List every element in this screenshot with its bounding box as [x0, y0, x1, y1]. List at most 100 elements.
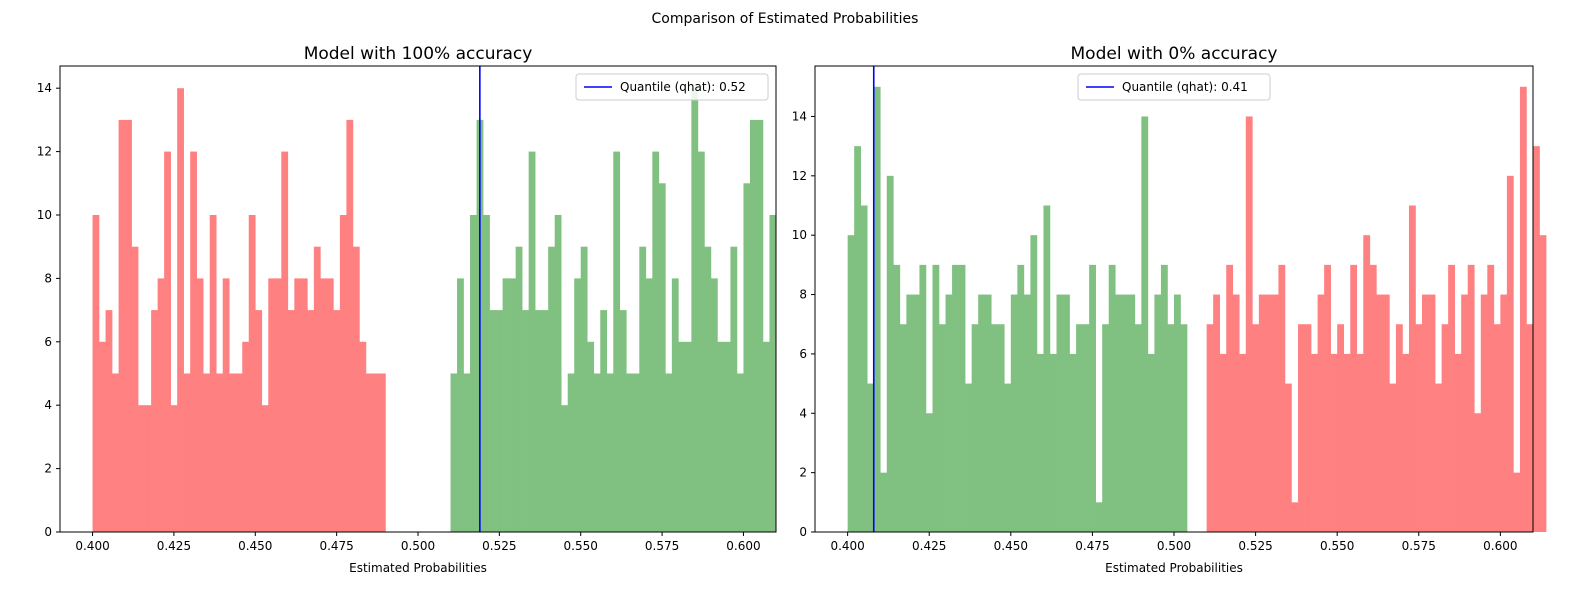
- histogram-bar: [463, 373, 471, 532]
- histogram-bar: [1376, 294, 1384, 532]
- histogram-bar: [893, 264, 901, 532]
- histogram-bar: [1408, 205, 1416, 532]
- histogram-bar: [274, 278, 282, 532]
- histogram-bar: [144, 405, 152, 532]
- histogram-bar: [1147, 353, 1155, 532]
- legend-box: [575, 73, 769, 101]
- x-tick-label: 0.450: [994, 539, 1028, 553]
- histogram-bar: [1043, 205, 1051, 532]
- histogram-bar: [1239, 353, 1247, 532]
- y-tick-label: 8: [799, 288, 807, 302]
- histogram-bar: [1030, 235, 1038, 532]
- histogram-bar: [365, 373, 373, 532]
- histogram-bar: [991, 324, 999, 532]
- histogram-bar: [684, 341, 692, 532]
- histogram-bar: [1519, 86, 1527, 532]
- x-tick-label: 0.450: [238, 539, 272, 553]
- histogram-bar: [1134, 324, 1142, 532]
- histogram-bar: [984, 294, 992, 532]
- histogram-bar: [1095, 502, 1103, 532]
- histogram-bar: [880, 472, 888, 532]
- histogram-bar: [105, 310, 113, 532]
- histogram-bar: [209, 214, 217, 533]
- histogram-bar: [294, 278, 302, 532]
- histogram-bar: [1278, 264, 1286, 532]
- histogram-bar: [229, 373, 237, 532]
- histogram-bar: [932, 264, 940, 532]
- histogram-bar: [1115, 294, 1123, 532]
- x-axis-label: Estimated Probabilities: [1105, 561, 1243, 575]
- histogram-bar: [691, 88, 699, 532]
- histogram-bar: [300, 278, 308, 532]
- histogram-bar: [1448, 264, 1455, 532]
- histogram-bar: [1128, 294, 1136, 532]
- x-tick-label: 0.525: [1238, 539, 1272, 553]
- histogram-bar: [952, 264, 959, 532]
- histogram-bar: [1069, 353, 1077, 532]
- histogram-bar: [333, 310, 341, 532]
- histogram-bar: [912, 294, 920, 532]
- histogram-bar: [1174, 294, 1181, 532]
- histogram-bar: [196, 278, 204, 532]
- histogram-bar: [1506, 175, 1514, 532]
- histogram-bar: [587, 341, 595, 532]
- histogram-bar: [164, 151, 171, 532]
- histogram-bar: [1004, 383, 1012, 532]
- histogram-bar: [1330, 353, 1338, 532]
- histogram-bar: [1395, 324, 1403, 532]
- histogram-bar: [170, 405, 178, 532]
- histogram-bar: [665, 373, 673, 532]
- histogram-bar: [1304, 324, 1312, 532]
- histogram-bar: [1291, 502, 1299, 532]
- histogram-bar: [1252, 324, 1260, 532]
- y-tick-label: 2: [44, 462, 52, 476]
- histogram-bar: [1258, 294, 1266, 532]
- histogram-bar: [554, 214, 562, 533]
- histogram-bar: [509, 278, 516, 532]
- histogram-bar: [749, 119, 757, 532]
- histogram-bar: [307, 310, 315, 532]
- histogram-bar: [1121, 294, 1129, 532]
- series-green-bars: [450, 88, 777, 533]
- histogram-bar: [281, 151, 289, 532]
- histogram-bar: [704, 246, 712, 532]
- histogram-bar: [1513, 472, 1521, 532]
- y-tick-label: 14: [792, 109, 807, 123]
- histogram-bar: [1324, 264, 1331, 532]
- histogram-bar: [151, 310, 158, 532]
- y-tick-label: 10: [792, 228, 807, 242]
- figure-suptitle: Comparison of Estimated Probabilities: [652, 11, 919, 27]
- histogram-bar: [177, 88, 184, 532]
- histogram-bar: [1265, 294, 1273, 532]
- histogram-bar: [261, 405, 269, 532]
- histogram-bar: [600, 310, 608, 532]
- histogram-bar: [1063, 294, 1070, 532]
- histogram-bar: [1141, 116, 1149, 533]
- histogram-bar: [1232, 294, 1240, 532]
- histogram-bar: [450, 373, 458, 532]
- x-tick-label: 0.400: [830, 539, 864, 553]
- histogram-bar: [92, 214, 100, 533]
- histogram-bar: [470, 214, 477, 533]
- histogram-bar: [613, 151, 621, 532]
- histogram-bar: [1167, 324, 1175, 532]
- y-tick-label: 12: [37, 145, 52, 159]
- x-tick-label: 0.600: [726, 539, 760, 553]
- histogram-bar: [854, 146, 861, 532]
- histogram-bar: [483, 214, 490, 533]
- histogram-bar: [346, 119, 354, 532]
- histogram-bar: [1461, 294, 1469, 532]
- x-tick-label: 0.600: [1483, 539, 1517, 553]
- histogram-bar: [1389, 383, 1397, 532]
- x-tick-label: 0.400: [75, 539, 109, 553]
- histogram-bar: [457, 278, 464, 532]
- histogram-bar: [632, 373, 640, 532]
- histogram-bar: [697, 151, 705, 532]
- histogram-bar: [1317, 294, 1325, 532]
- histogram-bar: [730, 246, 738, 532]
- histogram-bar: [339, 214, 347, 533]
- x-tick-label: 0.500: [401, 539, 435, 553]
- histogram-bar: [535, 310, 542, 532]
- histogram-bar: [1213, 294, 1220, 532]
